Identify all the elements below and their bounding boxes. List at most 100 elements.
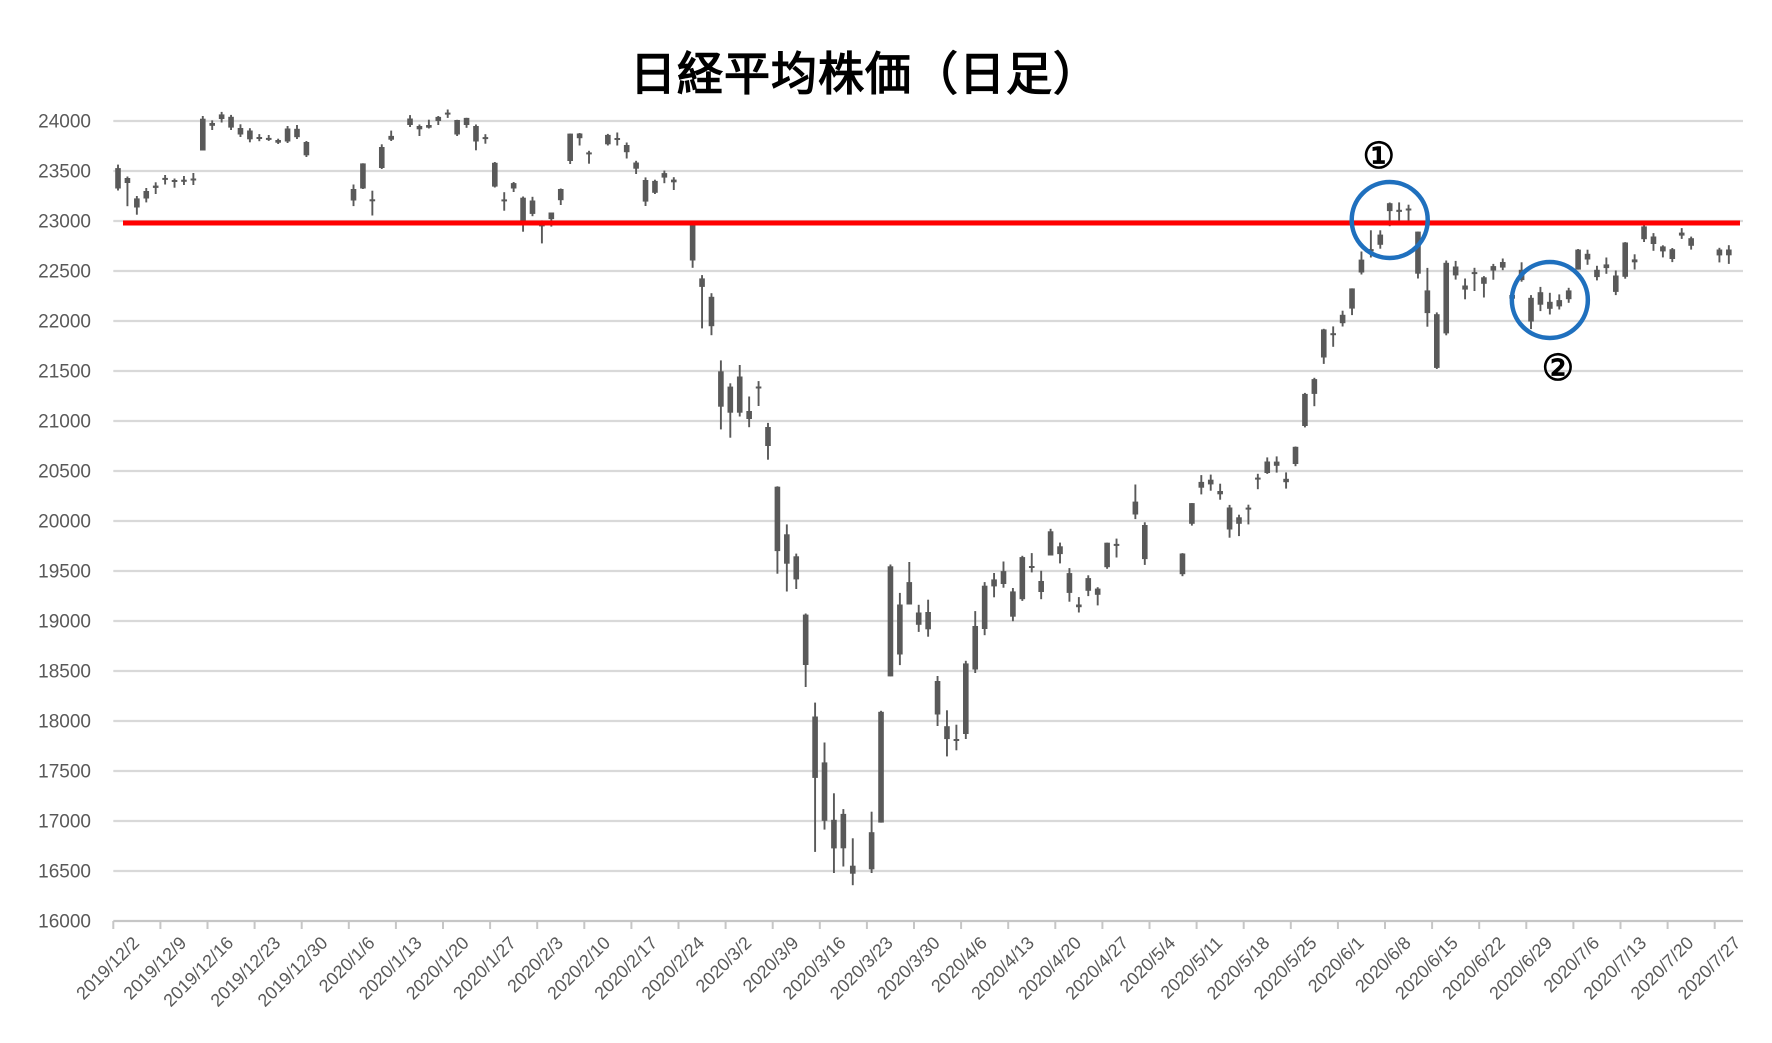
candle-body xyxy=(1462,285,1468,290)
candle-body xyxy=(972,626,979,670)
candle-body xyxy=(670,179,677,183)
candle-body xyxy=(1132,501,1139,515)
candle-wick xyxy=(851,838,854,886)
candle-body xyxy=(115,168,121,189)
candle-body xyxy=(294,128,300,138)
candle-body xyxy=(237,128,244,135)
candle-body xyxy=(1575,249,1581,270)
candle-wick xyxy=(1388,202,1391,227)
candle-body xyxy=(1320,329,1327,358)
candle-body xyxy=(1028,566,1035,568)
candle-body xyxy=(134,198,140,208)
candle-body xyxy=(1302,393,1308,426)
candle-body xyxy=(661,173,668,178)
candle-body xyxy=(623,145,630,153)
y-axis-tick-label: 22000 xyxy=(38,312,91,333)
candle-body xyxy=(247,130,253,140)
candle-body xyxy=(1377,234,1384,245)
candle-body xyxy=(1264,461,1271,473)
candle-body xyxy=(190,178,197,181)
y-axis-tick-label: 20000 xyxy=(38,512,91,533)
y-axis-tick-label: 21000 xyxy=(38,412,91,433)
candle-body xyxy=(633,162,639,169)
candle-wick xyxy=(390,130,393,141)
candle-body xyxy=(199,118,206,151)
candle-body xyxy=(934,681,941,715)
candle-body xyxy=(454,120,460,135)
candle-body xyxy=(793,556,800,580)
candle-body xyxy=(1019,557,1026,600)
candle-body xyxy=(1339,314,1346,324)
annotation-label-1: ① xyxy=(1363,135,1395,176)
y-axis-tick-label: 17000 xyxy=(38,812,91,833)
candle-wick xyxy=(1482,276,1485,298)
candle-body xyxy=(1255,477,1261,480)
candle-body xyxy=(501,199,508,202)
candle-body xyxy=(1283,478,1289,483)
candle-body xyxy=(774,486,781,552)
candle-body xyxy=(1236,517,1242,524)
candle-body xyxy=(1678,232,1685,236)
candle-body xyxy=(463,117,470,125)
candle-body xyxy=(1010,591,1016,617)
candle-body xyxy=(784,534,790,564)
candle-body xyxy=(1104,542,1110,568)
candle-body xyxy=(1405,208,1412,211)
candle-body xyxy=(1386,203,1393,212)
y-axis-tick-label: 17500 xyxy=(38,762,91,783)
candle-body xyxy=(482,137,489,140)
candle-wick xyxy=(1369,230,1372,258)
candle-body xyxy=(1565,290,1572,300)
candle-body xyxy=(1688,238,1694,246)
candle-body xyxy=(265,137,272,140)
candle-body xyxy=(1612,275,1619,292)
candle-body xyxy=(1358,259,1365,273)
candle-body xyxy=(256,137,263,139)
y-axis-tick-label: 24000 xyxy=(38,112,91,133)
candle-body xyxy=(1424,290,1431,314)
candle-body xyxy=(840,813,847,849)
candle-body xyxy=(1490,266,1497,271)
y-axis-tick-label: 21500 xyxy=(38,362,91,383)
candle-wick xyxy=(1492,263,1495,280)
candle-body xyxy=(275,140,281,143)
candle-body xyxy=(897,604,903,655)
candle-wick xyxy=(503,192,506,211)
candle-body xyxy=(1415,231,1421,274)
candle-body xyxy=(548,212,555,220)
candle-body xyxy=(1499,262,1506,268)
candle-body xyxy=(1179,553,1186,575)
candle-body xyxy=(492,162,498,187)
candle-body xyxy=(388,135,394,140)
candle-body xyxy=(1528,297,1534,322)
candle-body xyxy=(1434,314,1440,368)
candle-body xyxy=(906,582,913,605)
candle-wick xyxy=(578,133,581,146)
candle-wick xyxy=(1247,504,1250,525)
candle-body xyxy=(1584,253,1591,260)
candle-body xyxy=(1716,249,1723,256)
candle-body xyxy=(963,663,969,734)
candle-body xyxy=(444,112,451,115)
candle-body xyxy=(1141,525,1148,560)
candle-body xyxy=(284,128,291,142)
candle-wick xyxy=(1238,514,1240,537)
candle-body xyxy=(727,386,734,413)
candle-body xyxy=(831,819,837,849)
candle-body xyxy=(181,179,187,182)
candle-wick xyxy=(1256,473,1259,490)
chart-title: 日経平均株価（日足） xyxy=(630,48,1100,100)
candle-body xyxy=(689,223,696,261)
candle-body xyxy=(1217,491,1223,495)
candle-body xyxy=(718,371,724,407)
candle-wick xyxy=(371,190,374,216)
candle-body xyxy=(557,189,564,201)
y-axis-tick-label: 22500 xyxy=(38,262,91,283)
candle-body xyxy=(642,180,649,202)
candle-body xyxy=(1330,333,1336,336)
candle-body xyxy=(520,197,526,224)
candle-body xyxy=(360,163,366,189)
candle-body xyxy=(162,177,168,180)
candle-body xyxy=(576,133,583,139)
candle-wick xyxy=(427,119,430,129)
